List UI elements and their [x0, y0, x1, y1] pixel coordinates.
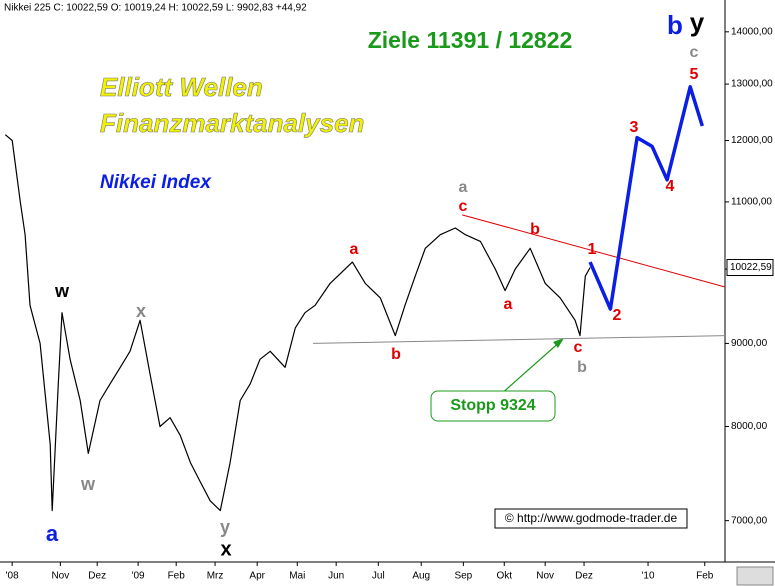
x-tick-label: Sep	[454, 571, 472, 582]
y-tick-label: 7000,00	[731, 515, 768, 526]
header: Nikkei 225 C: 10022,59 O: 10019,24 H: 10…	[4, 3, 307, 14]
x-tick-label: Feb	[168, 571, 186, 582]
subtitle: Elliott Wellen	[100, 72, 263, 102]
stop-arrow-head	[553, 338, 564, 348]
x-tick-label: '09	[132, 571, 145, 582]
trend-line	[462, 214, 726, 288]
x-tick-label: Okt	[496, 571, 512, 582]
source-box	[494, 508, 688, 529]
series-line	[588, 85, 704, 311]
y-tick-label: 12000,00	[731, 135, 773, 146]
wave-label: c	[574, 339, 583, 356]
stop-box	[430, 390, 556, 422]
trend-line	[313, 335, 726, 344]
stop-label: Stopp 9324	[450, 397, 535, 414]
x-tick-label: Jun	[328, 571, 344, 582]
wave-label: w	[54, 281, 70, 301]
x-tick-label: Nov	[536, 571, 554, 582]
x-tick-label: Aug	[412, 571, 430, 582]
y-tick-label: 13000,00	[731, 79, 773, 90]
index-name: Nikkei Index	[100, 172, 212, 193]
wave-label: 3	[630, 119, 639, 136]
y-tick-label: 9000,00	[731, 338, 768, 349]
y-tick-label: 11000,00	[731, 197, 772, 208]
price-box	[726, 259, 774, 277]
x-tick-label: Mrz	[207, 571, 224, 582]
source: © http://www.godmode-trader.de	[505, 511, 678, 525]
wave-label: x	[136, 301, 146, 321]
price-label: 10022,59	[730, 262, 772, 273]
x-tick-label: Dez	[575, 571, 593, 582]
wave-label: c	[459, 198, 468, 215]
subtitle: Finanzmarktanalysen	[100, 108, 364, 138]
x-tick-label: Feb	[696, 571, 714, 582]
wave-label: 1	[588, 241, 597, 258]
wave-label: 5	[690, 66, 699, 83]
wave-label: y	[690, 7, 705, 37]
wave-label: b	[391, 346, 401, 363]
wave-label: b	[530, 221, 540, 238]
series-line	[4, 134, 591, 512]
wave-label: b	[577, 359, 587, 376]
x-tick-label: Dez	[88, 571, 106, 582]
corner-icon	[736, 566, 774, 586]
x-tick-label: Apr	[249, 571, 265, 582]
wave-label: 2	[613, 307, 622, 324]
y-tick-label: 14000,00	[731, 26, 773, 37]
wave-label: a	[504, 296, 513, 313]
wave-label: a	[459, 179, 468, 196]
wave-label: a	[46, 521, 59, 546]
x-tick-label: Mai	[289, 571, 305, 582]
wave-label: y	[220, 517, 230, 537]
y-tick-label: 8000,00	[731, 421, 768, 432]
x-tick-label: Nov	[51, 571, 69, 582]
wave-label: x	[220, 538, 231, 560]
wave-label: w	[80, 474, 96, 494]
wave-label: a	[350, 241, 359, 258]
x-tick-label: '10	[642, 571, 655, 582]
x-tick-label: Jul	[372, 571, 385, 582]
stop-arrow	[499, 339, 563, 396]
wave-label: b	[667, 10, 683, 40]
wave-label: c	[690, 44, 699, 61]
wave-label: 4	[666, 178, 675, 195]
chart-title: Ziele 11391 / 12822	[368, 27, 573, 53]
x-tick-label: '08	[6, 571, 19, 582]
